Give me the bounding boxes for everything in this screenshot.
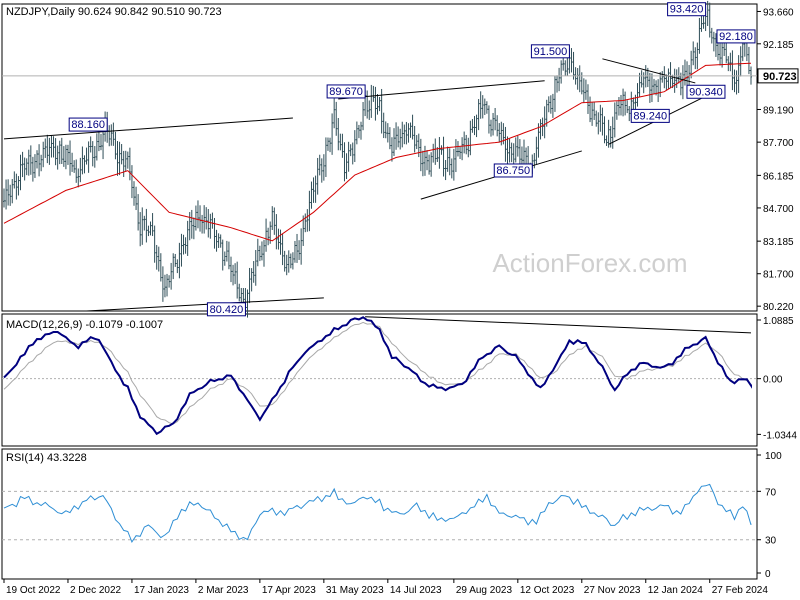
trendline <box>338 80 545 100</box>
price-label-box <box>630 108 670 123</box>
watermark-text: ActionForex.com <box>492 248 687 278</box>
x-tick-label: 27 Nov 2023 <box>584 585 641 596</box>
price-label-text: 91.500 <box>534 46 568 58</box>
price-label-text: 92.180 <box>719 31 753 43</box>
y-tick-label: 1.0885 <box>763 316 794 327</box>
price-labels: 88.160 80.420 89.670 86.750 91.500 89.240 90.3… <box>68 2 756 317</box>
macd-panel-title: MACD(12,26,9) -0.1079 -0.1007 <box>6 319 163 331</box>
trendline <box>602 58 696 84</box>
y-tick-label: 89.190 <box>763 105 794 116</box>
price-label-text: 86.750 <box>496 165 530 177</box>
y-tick-label: 90.723 <box>763 71 797 83</box>
price-label-text: 80.420 <box>210 304 244 316</box>
price-y-axis: 93.660 92.185 90.723 89.190 87.700 86.185 84.7… <box>757 7 799 313</box>
y-tick-label: 70 <box>765 487 777 498</box>
x-tick-label: 27 Feb 2024 <box>712 585 769 596</box>
macd-trend <box>365 316 752 334</box>
macd-y-axis: 1.0885 0.00 -1.0344 <box>757 316 797 441</box>
y-tick-label: 0 <box>765 569 771 580</box>
x-tick-label: 14 Jul 2023 <box>390 585 442 596</box>
x-tick-label: 12 Oct 2023 <box>520 585 575 596</box>
y-tick-label: 84.700 <box>763 204 794 215</box>
x-tick-label: 29 Aug 2023 <box>456 585 513 596</box>
y-tick-label: 80.220 <box>763 302 794 313</box>
y-tick-label: -1.0344 <box>763 430 797 441</box>
price-label-box <box>667 2 707 17</box>
y-tick-label: 93.660 <box>763 7 794 18</box>
moving-average-line <box>3 62 752 242</box>
price-label-box <box>530 44 570 59</box>
price-label-text: 90.340 <box>689 86 723 98</box>
x-tick-label: 19 Oct 2022 <box>6 585 61 596</box>
x-tick-label: 17 Jan 2023 <box>134 585 189 596</box>
x-tick-label: 12 Jan 2024 <box>648 585 703 596</box>
rsi-panel-title: RSI(14) 43.3228 <box>6 452 87 464</box>
y-tick-label: 0.00 <box>763 375 783 386</box>
macd-signal-line <box>3 321 752 425</box>
trendline <box>86 297 324 312</box>
price-label-text: 93.420 <box>670 4 704 16</box>
x-tick-label: 17 Apr 2023 <box>262 585 316 596</box>
price-label-box <box>716 29 756 44</box>
y-tick-label: 81.700 <box>763 270 794 281</box>
current-price-box <box>757 68 799 84</box>
rsi-line <box>3 483 752 543</box>
price-label-box <box>493 163 533 178</box>
price-label-box <box>206 302 246 317</box>
price-panel-title: NZDJPY,Daily 90.624 90.842 90.510 90.723 <box>6 6 222 18</box>
price-label-box <box>686 84 726 99</box>
y-tick-label: 30 <box>765 536 777 547</box>
rsi-y-axis: 100 70 30 0 <box>757 451 782 580</box>
price-label-box <box>326 84 366 99</box>
price-candles <box>3 0 752 318</box>
price-label-text: 89.670 <box>329 86 363 98</box>
panel-frames <box>1 3 758 580</box>
panel-frame-price <box>1 3 758 312</box>
panel-frame-macd <box>1 313 758 447</box>
x-tick-label: 31 May 2023 <box>326 585 384 596</box>
y-tick-label: 92.185 <box>763 40 794 51</box>
price-label-text: 88.160 <box>71 119 105 131</box>
x-tick-label: 2 Mar 2023 <box>198 585 249 596</box>
trendline <box>3 117 293 140</box>
macd-trendline <box>365 316 752 334</box>
price-label-text: 89.240 <box>633 110 667 122</box>
price-label-box <box>68 117 108 132</box>
y-tick-label: 87.700 <box>763 138 794 149</box>
y-tick-label: 83.185 <box>763 237 794 248</box>
rsi-level-lines <box>2 490 757 541</box>
y-tick-label: 100 <box>765 451 782 462</box>
panel-frame-rsi <box>1 448 758 580</box>
macd-line <box>3 316 752 436</box>
x-tick-label: 2 Dec 2022 <box>70 585 122 596</box>
date-axis: 19 Oct 2022 2 Dec 2022 17 Jan 2023 2 Mar 20… <box>3 579 769 596</box>
y-tick-label: 86.185 <box>763 171 794 182</box>
